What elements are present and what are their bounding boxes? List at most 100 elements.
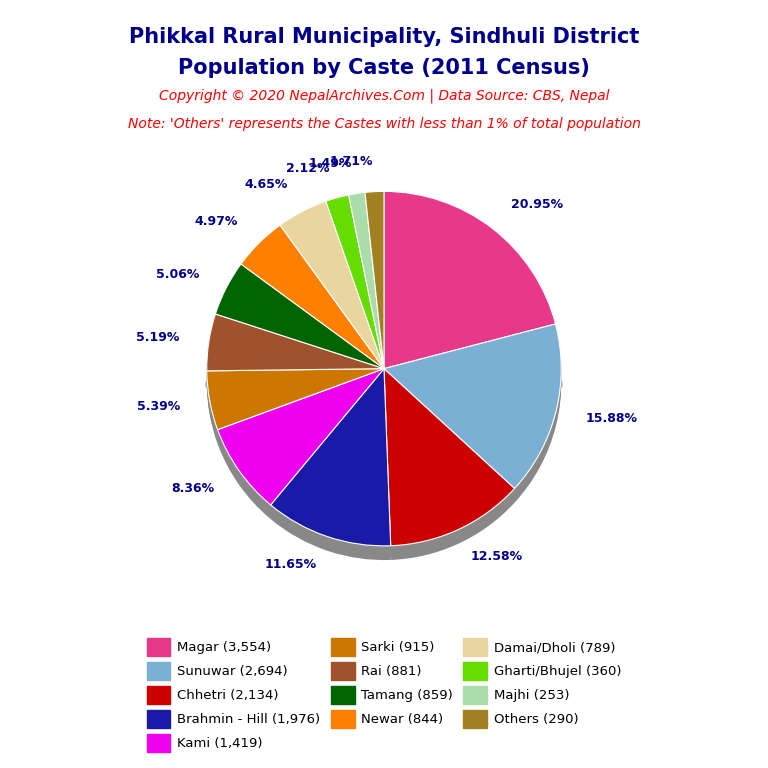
Wedge shape [241, 227, 384, 371]
Wedge shape [326, 203, 384, 377]
Wedge shape [384, 201, 555, 379]
Wedge shape [270, 377, 391, 554]
Wedge shape [270, 372, 391, 550]
Wedge shape [215, 278, 384, 382]
Text: 4.97%: 4.97% [194, 215, 238, 228]
Wedge shape [207, 314, 384, 371]
Wedge shape [365, 206, 384, 382]
Wedge shape [280, 201, 384, 369]
Wedge shape [217, 372, 384, 509]
Wedge shape [207, 314, 384, 371]
Wedge shape [270, 371, 391, 548]
Wedge shape [365, 201, 384, 379]
Wedge shape [384, 332, 561, 497]
Wedge shape [241, 229, 384, 372]
Text: 8.36%: 8.36% [171, 482, 214, 495]
Wedge shape [326, 201, 384, 375]
Wedge shape [241, 231, 384, 375]
Wedge shape [207, 320, 384, 377]
Wedge shape [241, 233, 384, 377]
Wedge shape [207, 371, 384, 432]
Wedge shape [326, 207, 384, 381]
Wedge shape [384, 372, 515, 550]
Wedge shape [207, 369, 384, 429]
Wedge shape [217, 375, 384, 511]
Text: 1.49%: 1.49% [309, 157, 353, 170]
Wedge shape [384, 324, 561, 488]
Wedge shape [365, 204, 384, 381]
Wedge shape [215, 274, 384, 379]
Wedge shape [384, 379, 515, 556]
Wedge shape [280, 214, 384, 381]
Wedge shape [384, 336, 561, 501]
Wedge shape [270, 381, 391, 558]
Text: Copyright © 2020 NepalArchives.Com | Data Source: CBS, Nepal: Copyright © 2020 NepalArchives.Com | Dat… [159, 88, 609, 103]
Wedge shape [207, 324, 384, 381]
Wedge shape [217, 371, 384, 507]
Wedge shape [207, 382, 384, 444]
Wedge shape [241, 225, 384, 369]
Wedge shape [241, 237, 384, 381]
Wedge shape [365, 197, 384, 375]
Wedge shape [384, 371, 515, 548]
Wedge shape [207, 375, 384, 435]
Wedge shape [270, 379, 391, 556]
Wedge shape [384, 200, 555, 377]
Wedge shape [349, 207, 384, 382]
Wedge shape [217, 382, 384, 519]
Ellipse shape [205, 356, 563, 413]
Wedge shape [365, 200, 384, 377]
Wedge shape [384, 377, 515, 554]
Wedge shape [349, 194, 384, 371]
Text: 11.65%: 11.65% [265, 558, 317, 571]
Wedge shape [215, 276, 384, 381]
Wedge shape [241, 235, 384, 379]
Wedge shape [365, 191, 384, 369]
Text: 15.88%: 15.88% [585, 412, 637, 425]
Wedge shape [207, 326, 384, 383]
Wedge shape [384, 328, 561, 492]
Wedge shape [365, 196, 384, 372]
Wedge shape [384, 191, 555, 369]
Wedge shape [326, 195, 384, 369]
Text: Phikkal Rural Municipality, Sindhuli District: Phikkal Rural Municipality, Sindhuli Dis… [129, 27, 639, 47]
Text: Population by Caste (2011 Census): Population by Caste (2011 Census) [178, 58, 590, 78]
Text: 12.58%: 12.58% [471, 551, 523, 564]
Wedge shape [384, 330, 561, 495]
Wedge shape [217, 381, 384, 517]
Wedge shape [215, 264, 384, 369]
Wedge shape [280, 205, 384, 372]
Wedge shape [349, 193, 384, 369]
Wedge shape [270, 382, 391, 560]
Wedge shape [280, 211, 384, 379]
Wedge shape [280, 215, 384, 382]
Wedge shape [326, 205, 384, 379]
Text: 5.39%: 5.39% [137, 399, 180, 412]
Wedge shape [270, 369, 391, 546]
Wedge shape [241, 225, 384, 369]
Wedge shape [384, 369, 515, 546]
Wedge shape [384, 197, 555, 375]
Wedge shape [365, 194, 384, 371]
Wedge shape [384, 338, 561, 503]
Wedge shape [217, 377, 384, 513]
Text: 5.19%: 5.19% [136, 331, 179, 344]
Wedge shape [349, 198, 384, 375]
Wedge shape [280, 210, 384, 377]
Text: 4.65%: 4.65% [245, 178, 288, 191]
Wedge shape [207, 377, 384, 438]
Wedge shape [270, 375, 391, 552]
Wedge shape [384, 326, 561, 491]
Wedge shape [349, 203, 384, 379]
Wedge shape [217, 369, 384, 505]
Wedge shape [241, 240, 384, 382]
Wedge shape [326, 199, 384, 372]
Text: 20.95%: 20.95% [511, 198, 563, 211]
Wedge shape [384, 196, 555, 372]
Text: 2.12%: 2.12% [286, 162, 329, 175]
Wedge shape [217, 369, 384, 505]
Wedge shape [384, 334, 561, 498]
Wedge shape [215, 268, 384, 372]
Wedge shape [270, 369, 391, 546]
Text: 1.71%: 1.71% [329, 155, 373, 168]
